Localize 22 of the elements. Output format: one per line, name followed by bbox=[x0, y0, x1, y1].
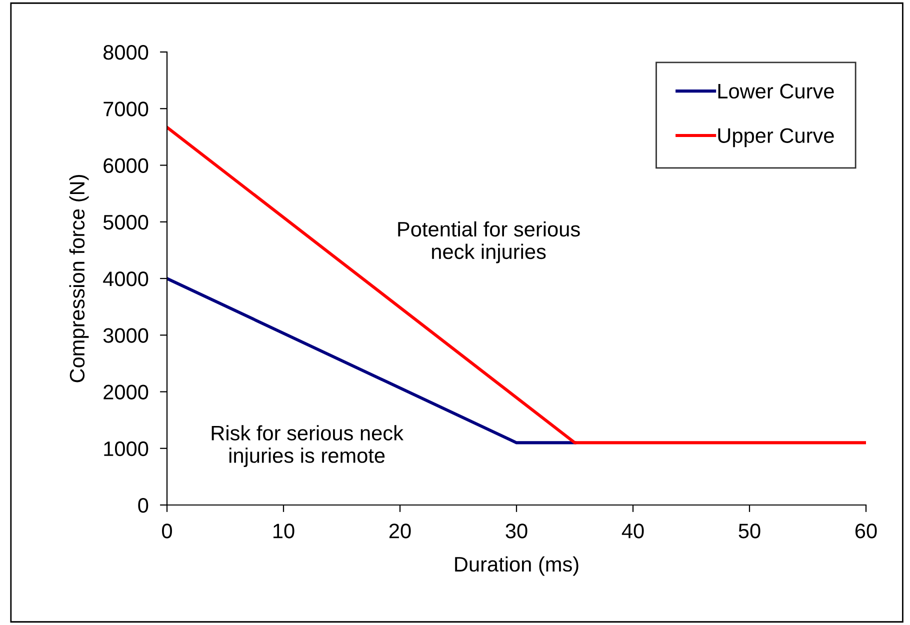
x-tick-label: 40 bbox=[622, 524, 644, 538]
y-tick-label: 2000 bbox=[104, 384, 148, 400]
y-tick-label: 3000 bbox=[103, 328, 148, 343]
y-tick-label: 8000 bbox=[104, 45, 148, 60]
x-tick-label: 30 bbox=[506, 524, 528, 538]
y-axis-title: Compression force (N) bbox=[69, 175, 89, 382]
y-tick-label: 7000 bbox=[104, 102, 148, 116]
y-tick-label: 0 bbox=[138, 498, 148, 513]
annotation: Risk for serious neck injuries is remote bbox=[212, 425, 404, 468]
legend-label: Lower Curve bbox=[718, 84, 834, 99]
x-tick-label: 10 bbox=[274, 524, 294, 538]
y-tick-label: 6000 bbox=[104, 158, 148, 174]
y-tick-label: 4000 bbox=[103, 272, 148, 286]
annotation: Potential for serious neck injuries bbox=[398, 221, 580, 264]
x-tick-label: 60 bbox=[855, 524, 877, 538]
x-tick-label: 50 bbox=[738, 524, 760, 538]
x-axis-title: Duration (ms) bbox=[455, 556, 578, 576]
x-tick-label: 20 bbox=[389, 524, 411, 538]
x-tick-label: 0 bbox=[162, 524, 172, 538]
y-tick-label: 5000 bbox=[103, 214, 148, 230]
y-tick-label: 1000 bbox=[104, 441, 148, 456]
legend-label: Upper Curve bbox=[718, 128, 834, 148]
